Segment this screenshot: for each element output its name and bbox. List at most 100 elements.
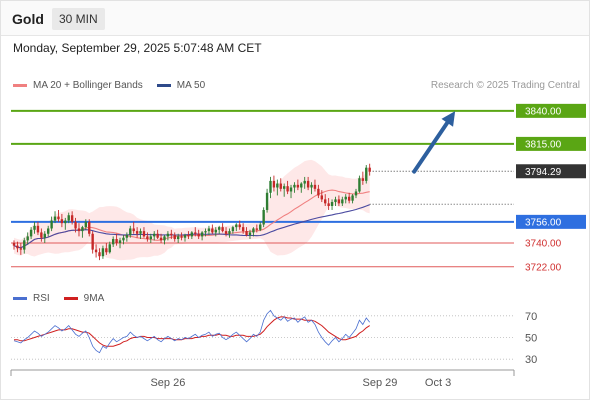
candle-body [176, 236, 180, 240]
level-label-last-price: 3794.29 [525, 167, 562, 178]
candle-body [279, 183, 282, 189]
rsi-ma-swatch [63, 297, 78, 300]
rsi-line [13, 309, 371, 354]
candle-body [36, 225, 40, 233]
candle-body [132, 228, 135, 232]
candle-body [88, 221, 91, 234]
level-box-last-price [516, 164, 586, 179]
candle-body [255, 228, 259, 230]
candle-body [344, 196, 347, 200]
candle-body [40, 232, 43, 238]
legend-rsi-ma[interactable]: 9MA [63, 293, 105, 304]
level-box-resistance [516, 103, 586, 118]
candle-body [365, 167, 368, 181]
candle-body [327, 203, 330, 206]
rsi-tick-label: 70 [525, 311, 537, 323]
candle-body [358, 178, 361, 192]
legend-ma20[interactable]: MA 20 + Bollinger Bands [13, 80, 143, 91]
candle-body [296, 184, 300, 188]
timestamp: Monday, September 29, 2025 5:07:48 AM CE… [13, 41, 262, 55]
candle-body [84, 221, 88, 228]
candle-body [98, 252, 101, 257]
candle-body [91, 233, 94, 250]
level-label-minor-support: 3740.00 [525, 239, 562, 250]
candle-body [341, 199, 344, 204]
legend-rsi[interactable]: RSI [13, 293, 50, 304]
candle-body [262, 209, 265, 225]
candle-body [265, 192, 269, 210]
candle-body [111, 239, 115, 245]
candle-body [272, 180, 276, 188]
candle-body [197, 233, 200, 237]
candle-body [29, 229, 33, 237]
rsi-ma-line [14, 316, 370, 347]
credit-text: Research © 2025 Trading Central [430, 80, 580, 91]
candle-body [115, 239, 118, 243]
candle-body [224, 231, 228, 234]
ma20-swatch [13, 84, 27, 87]
candle-body [166, 233, 170, 237]
candle-body [347, 196, 351, 201]
candle-body [313, 184, 317, 189]
candle-body [26, 236, 29, 241]
candle-body [101, 248, 105, 257]
candle-body [231, 227, 235, 232]
candle-body [118, 240, 122, 243]
candle-body [12, 243, 16, 246]
candle-body [149, 236, 152, 240]
candle-body [53, 216, 57, 221]
candle-body [218, 227, 221, 230]
candle-body [241, 227, 245, 232]
candle-body [207, 228, 211, 232]
candle-body [108, 244, 111, 253]
candle-body [259, 224, 262, 230]
candle-body [310, 184, 313, 188]
legend-rsi-label: RSI [33, 293, 50, 304]
candle-body [153, 233, 156, 237]
candle-body [43, 233, 46, 238]
price-legend: MA 20 + Bollinger Bands MA 50 [13, 80, 219, 91]
candle-body [282, 186, 286, 189]
candle-body [146, 236, 149, 240]
legend-ma20-label: MA 20 + Bollinger Bands [33, 80, 143, 91]
candle-body [269, 180, 272, 193]
candle-body [235, 224, 238, 228]
candle-body [289, 187, 293, 192]
timeframe-selector[interactable]: 30 MIN [52, 8, 105, 30]
level-label-resistance: 3815.00 [525, 139, 562, 150]
projection-arrow-head [441, 111, 456, 127]
candle-body [183, 235, 187, 238]
candle-body [125, 235, 129, 238]
candle-body [187, 235, 190, 237]
candle-body [105, 248, 108, 253]
candle-body [368, 167, 371, 172]
candle-body [19, 248, 23, 250]
candle-body [60, 219, 64, 224]
header-bar: Gold 30 MIN [1, 1, 589, 36]
candle-body [81, 227, 84, 232]
candle-body [67, 215, 70, 221]
candle-body [334, 199, 337, 203]
candle-body [77, 228, 81, 232]
candle-body [23, 240, 26, 250]
rsi-tick-label: 30 [525, 354, 537, 366]
candle-body [142, 231, 146, 237]
candle-body [190, 232, 194, 237]
candle-body [173, 235, 176, 240]
candle-body [159, 237, 163, 241]
candle-body [135, 231, 139, 234]
level-label-minor-support: 3722.00 [525, 262, 562, 273]
candle-body [194, 232, 197, 234]
candle-body [248, 232, 252, 236]
level-box-support [516, 214, 586, 229]
candle-body [74, 221, 77, 229]
legend-rsi-ma-label: 9MA [83, 293, 105, 304]
candle-body [33, 225, 36, 230]
candle-body [320, 195, 323, 200]
legend-ma50[interactable]: MA 50 [156, 80, 205, 91]
candle-body [245, 231, 248, 236]
candle-body [317, 188, 320, 196]
candle-body [276, 183, 279, 188]
level-label-support: 3756.00 [525, 217, 562, 228]
